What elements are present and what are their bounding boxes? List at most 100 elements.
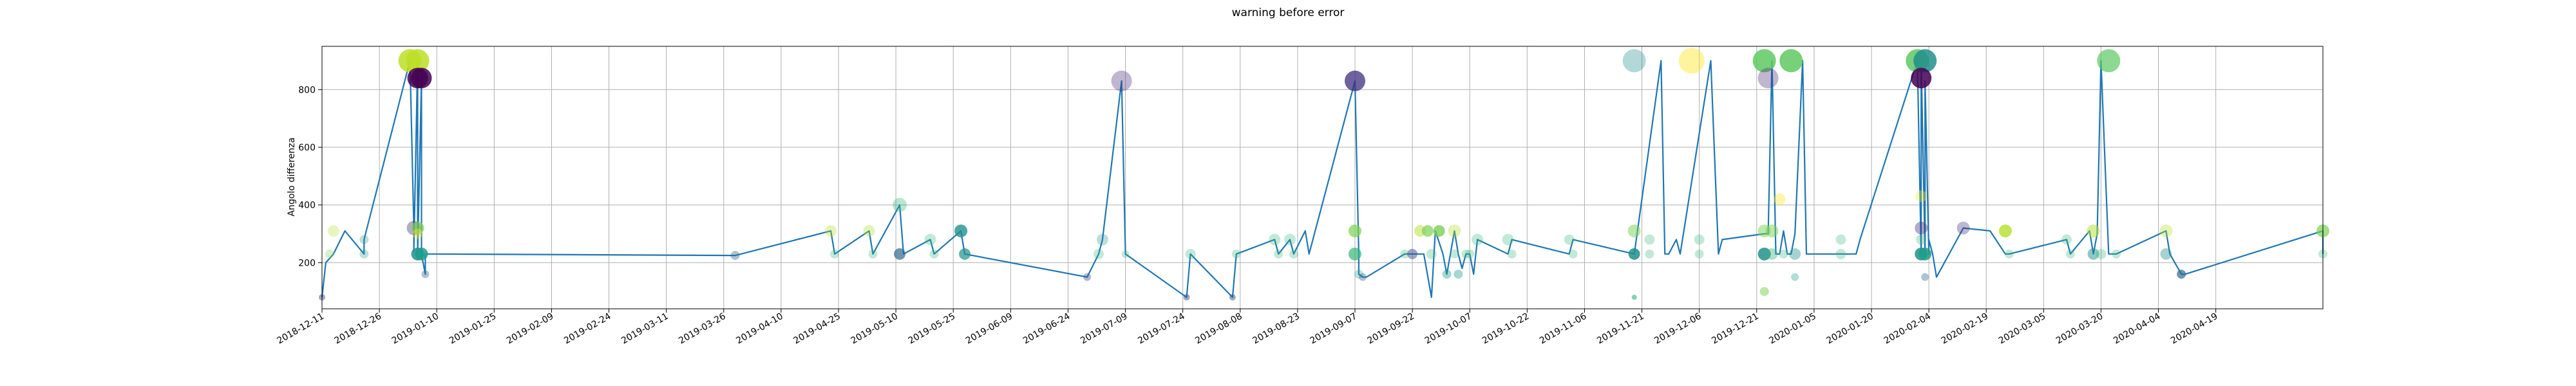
y-tick-label: 600 — [298, 143, 316, 153]
x-tick-label: 2020-04-19 — [2169, 311, 2219, 347]
data-point — [1956, 221, 1970, 235]
data-point — [2004, 249, 2014, 259]
data-point — [1472, 234, 1484, 246]
y-tick-label: 400 — [298, 201, 316, 211]
data-point — [2087, 224, 2100, 237]
data-point — [1121, 250, 1130, 258]
data-point — [1752, 49, 1776, 73]
data-point — [1426, 248, 1437, 259]
x-tick-label: 2020-01-20 — [1825, 311, 1875, 347]
x-tick-label: 2019-09-22 — [1366, 311, 1416, 347]
x-tick-label: 2018-12-11 — [276, 311, 326, 347]
data-point — [1229, 294, 1236, 301]
x-tick-label: 2019-08-23 — [1251, 311, 1301, 347]
data-point — [1913, 49, 1937, 73]
x-tick-label: 2019-08-08 — [1193, 311, 1244, 347]
x-tick-label: 2018-12-26 — [333, 311, 384, 347]
data-point — [327, 225, 339, 237]
data-point — [2065, 249, 2075, 259]
data-point — [1448, 224, 1461, 237]
data-point — [1083, 273, 1092, 281]
y-tick-label: 200 — [298, 258, 316, 268]
data-point — [1627, 224, 1641, 237]
y-tick-label: 800 — [298, 85, 316, 95]
x-tick-label: 2019-05-25 — [907, 311, 957, 347]
x-tick-label: 2019-03-26 — [677, 311, 728, 347]
data-point — [730, 251, 740, 261]
data-point — [1779, 49, 1803, 73]
data-point — [2112, 249, 2121, 259]
data-point — [1918, 247, 1932, 261]
data-point — [411, 221, 424, 235]
data-point — [1789, 248, 1801, 260]
x-tick-label: 2020-01-05 — [1767, 311, 1817, 347]
data-point — [894, 248, 906, 260]
x-tick-label: 2019-06-09 — [964, 311, 1014, 347]
data-point — [2096, 248, 2107, 259]
x-tick-label: 2020-04-04 — [2112, 311, 2163, 347]
data-point — [1694, 249, 1704, 259]
series-line-layer — [321, 60, 2324, 299]
axes: 2018-12-11 2018-12-26 2019-01-10 2019-01-25… — [276, 46, 2324, 347]
data-point — [411, 68, 432, 89]
data-point — [1400, 249, 1410, 259]
data-point — [1185, 248, 1196, 259]
data-point — [325, 249, 334, 259]
data-point — [2061, 234, 2072, 245]
data-point — [1442, 270, 1452, 279]
x-tick-label: 2020-03-05 — [1997, 311, 2047, 347]
data-point — [1645, 249, 1654, 259]
x-tick-label: 2019-04-25 — [792, 311, 842, 347]
data-point — [954, 224, 968, 237]
data-point — [830, 249, 840, 259]
data-point — [1835, 248, 1846, 259]
data-point — [1450, 249, 1459, 259]
data-point — [959, 248, 971, 260]
data-point — [2160, 248, 2172, 260]
x-tick-label: 2020-02-04 — [1882, 311, 1933, 347]
data-point — [1644, 234, 1655, 245]
x-tick-label: 2019-01-10 — [390, 311, 440, 347]
x-tick-label: 2019-07-09 — [1079, 311, 1129, 347]
data-point — [406, 49, 430, 73]
data-point — [412, 228, 423, 239]
x-tick-label: 2019-02-09 — [505, 311, 555, 347]
data-point — [868, 249, 878, 259]
data-point — [1502, 234, 1514, 246]
data-point — [2087, 248, 2099, 260]
series-line — [321, 60, 2324, 299]
x-tick-label: 2019-04-10 — [734, 311, 784, 347]
data-point — [1631, 295, 1637, 300]
data-point — [1568, 249, 1578, 259]
y-axis-label: Angolo differenza — [287, 138, 297, 217]
data-point — [2177, 270, 2186, 279]
data-point — [1678, 48, 1705, 74]
data-point — [1407, 248, 1418, 259]
data-point — [1231, 249, 1241, 259]
data-point — [1465, 249, 1475, 259]
x-tick-label: 2019-05-10 — [849, 311, 900, 347]
marker-layer — [319, 48, 2329, 301]
data-point — [1093, 248, 1104, 259]
data-point — [825, 225, 837, 237]
data-point — [1911, 68, 1932, 89]
data-point — [1461, 249, 1471, 259]
x-tick-label: 2019-02-24 — [562, 311, 613, 347]
data-point — [1774, 193, 1786, 205]
grid — [321, 46, 2323, 309]
x-tick-label: 2019-10-22 — [1481, 311, 1531, 347]
data-point — [1915, 221, 1928, 235]
data-point — [1779, 249, 1788, 259]
data-point — [1916, 234, 1927, 245]
data-point — [1791, 273, 1799, 281]
x-tick-label: 2019-11-21 — [1595, 311, 1645, 347]
x-tick-label: 2019-07-24 — [1136, 311, 1187, 347]
data-point — [1757, 247, 1771, 261]
data-point — [863, 225, 875, 237]
data-point — [1348, 224, 1361, 237]
data-point — [1354, 270, 1363, 279]
data-point — [1269, 234, 1281, 246]
plot-frame — [321, 46, 2324, 309]
data-point — [1765, 224, 1779, 237]
